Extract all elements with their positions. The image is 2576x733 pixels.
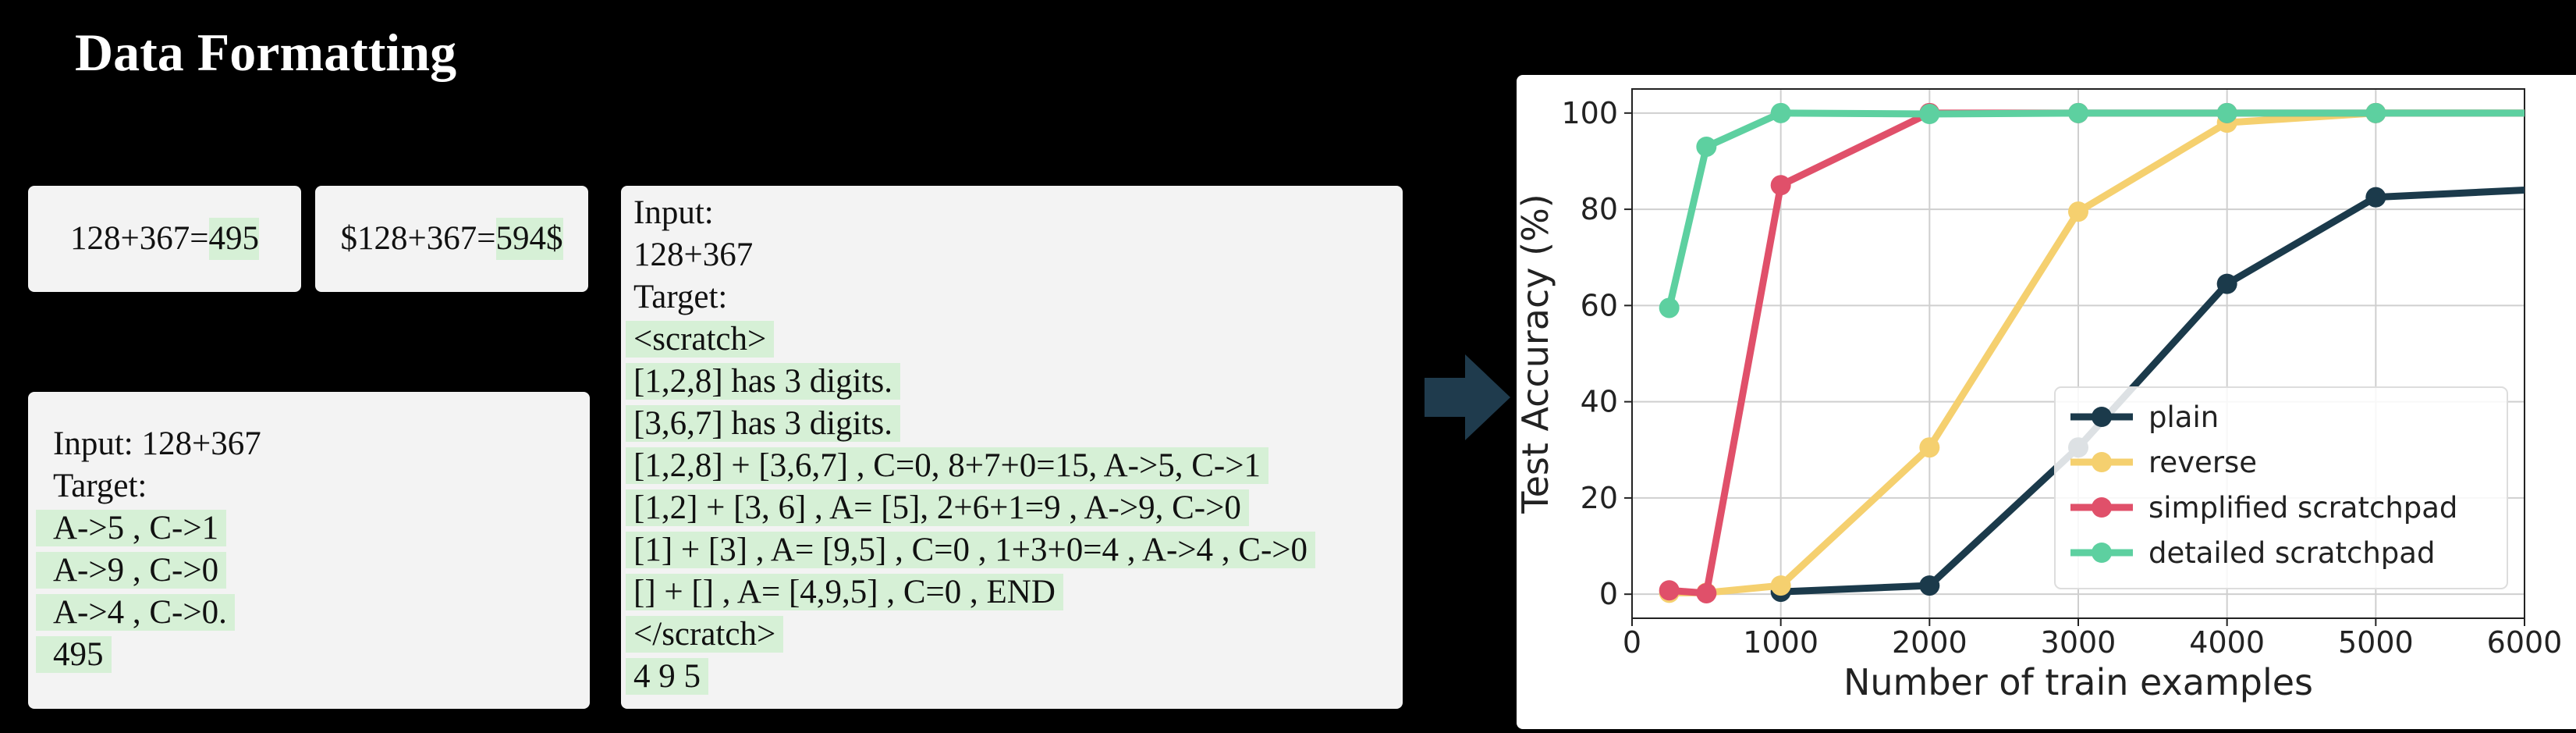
series-detailed-scratchpad	[1659, 102, 2525, 318]
detailed-highlight-line: <scratch>	[626, 321, 775, 358]
plot-series	[1659, 102, 2525, 603]
detailed-line: Target:	[633, 279, 728, 315]
x-tick-label: 0	[1623, 625, 1641, 660]
data-point	[1659, 297, 1680, 318]
legend-label: plain	[2148, 400, 2219, 434]
reverse-format-example: $128+367= 594$	[315, 186, 588, 292]
simplified-highlight-line: A->9 , C->0	[36, 552, 227, 589]
y-axis-label: Test Accuracy (%)	[1517, 194, 1556, 514]
simplified-highlight-line: 495	[36, 636, 112, 673]
detailed-highlight-line: [3,6,7] has 3 digits.	[626, 405, 901, 442]
data-point	[2068, 102, 2088, 123]
y-tick-label: 40	[1581, 385, 1618, 419]
simplified-line: Input: 128+367	[53, 425, 261, 462]
data-point	[1919, 437, 1940, 458]
simplified-highlight-line: A->4 , C->0.	[36, 594, 235, 631]
data-point	[1919, 575, 1940, 596]
y-tick-label: 20	[1581, 481, 1618, 515]
plain-format-example: 128+367= 495	[28, 186, 301, 292]
x-tick-label: 1000	[1743, 625, 1818, 660]
x-tick-label: 4000	[2189, 625, 2265, 660]
detailed-highlight-line: </scratch>	[626, 616, 784, 653]
data-point	[1919, 104, 1940, 125]
simplified-line: Target:	[53, 468, 147, 504]
y-tick-label: 100	[1561, 96, 1618, 130]
page-title: Data Formatting	[75, 23, 457, 82]
chart-panel: 0 1000 2000 3000 4000 5000 6000 0 20 40 60 80 100 Num…	[1514, 75, 2576, 729]
y-tick-label: 60	[1581, 288, 1618, 322]
reverse-answer: 594$	[495, 218, 563, 260]
series-line	[1780, 186, 2525, 596]
data-point	[1770, 575, 1791, 596]
simplified-scratchpad-example: Input: 128+367 Target: A->5 , C->1 A->9 …	[28, 392, 590, 709]
detailed-highlight-line: [1,2,8] + [3,6,7] , C=0, 8+7+0=15, A->5,…	[626, 447, 1268, 484]
data-point	[1696, 582, 1717, 603]
legend-box	[2054, 386, 2508, 589]
reverse-prefix: $128+367=	[340, 220, 496, 257]
legend: plain reverse simplified scratchpad detaile…	[2054, 386, 2508, 589]
data-point	[1659, 580, 1680, 601]
data-point	[2216, 273, 2237, 294]
legend-swatch-marker	[2092, 452, 2112, 472]
detailed-highlight-line: [1] + [3] , A= [9,5] , C=0 , 1+3+0=4 , A…	[626, 532, 1316, 568]
plain-answer: 495	[208, 218, 259, 260]
detailed-highlight-line: [] + [] , A= [4,9,5] , C=0 , END	[626, 574, 1063, 610]
data-point	[2216, 102, 2237, 123]
axes: 0 1000 2000 3000 4000 5000 6000 0 20 40 60 80 100 Num…	[1514, 88, 2563, 703]
detailed-highlight-line: 4 9 5	[626, 658, 708, 695]
right-arrow-icon	[1425, 354, 1510, 440]
series-line	[1666, 109, 2525, 309]
x-tick-label: 5000	[2338, 625, 2414, 660]
legend-swatch-marker	[2092, 407, 2112, 427]
data-point	[2365, 102, 2386, 123]
data-point	[1770, 102, 1791, 123]
simplified-highlight-line: A->5 , C->1	[36, 510, 227, 546]
detailed-line: Input:	[633, 194, 714, 231]
data-point	[2365, 187, 2386, 208]
detailed-scratchpad-example: Input: 128+367 Target: <scratch> [1,2,8]…	[621, 186, 1403, 709]
legend-swatch-marker	[2092, 543, 2112, 563]
accuracy-chart: 0 1000 2000 3000 4000 5000 6000 0 20 40 60 80 100 Num…	[1514, 88, 2563, 703]
legend-swatch-marker	[2092, 497, 2112, 518]
data-point	[1696, 136, 1717, 157]
y-tick-label: 80	[1581, 192, 1618, 226]
x-tick-label: 2000	[1892, 625, 1967, 660]
detailed-highlight-line: [1,2] + [3, 6] , A= [5], 2+6+1=9 , A->9,…	[626, 489, 1249, 526]
legend-label: reverse	[2148, 446, 2257, 479]
x-tick-label: 6000	[2487, 625, 2563, 660]
data-point	[2068, 201, 2088, 222]
detailed-highlight-line: [1,2,8] has 3 digits.	[626, 363, 901, 400]
plain-prefix: 128+367=	[69, 220, 209, 257]
x-axis-label: Number of train examples	[1843, 661, 2313, 703]
data-point	[1770, 175, 1791, 196]
legend-label: detailed scratchpad	[2148, 536, 2435, 570]
y-tick-label: 0	[1599, 577, 1618, 611]
detailed-line: 128+367	[633, 237, 754, 273]
x-tick-label: 3000	[2041, 625, 2117, 660]
legend-label: simplified scratchpad	[2148, 491, 2457, 525]
